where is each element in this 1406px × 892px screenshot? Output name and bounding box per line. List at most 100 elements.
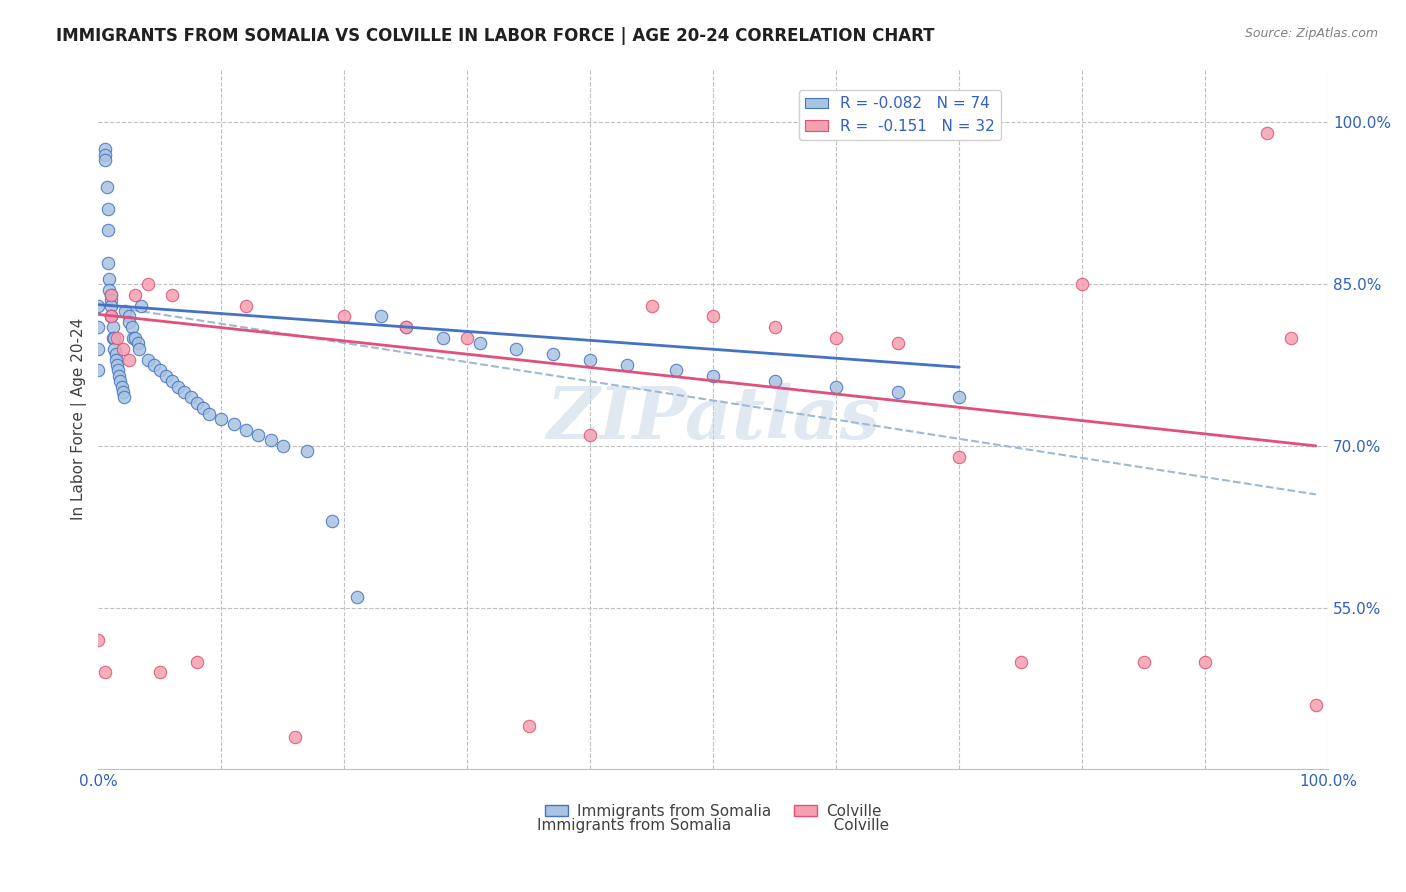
Point (948, 450, 970, 464)
Point (105, 331, 128, 345)
Text: Immigrants from Somalia                     Colville: Immigrants from Somalia Colville (537, 818, 890, 833)
Point (886, 336, 908, 351)
Point (763, 374, 786, 388)
Point (321, 514, 343, 528)
Text: ZIPatlas: ZIPatlas (546, 384, 880, 454)
Point (87, 299, 110, 313)
Point (198, 407, 221, 421)
Point (124, 288, 146, 302)
Point (118, 315, 141, 329)
Point (93, 142, 115, 156)
Point (1132, 655, 1154, 669)
Point (100, 310, 122, 324)
Point (93, 153, 115, 168)
Point (127, 336, 149, 351)
Point (101, 331, 124, 345)
Point (131, 299, 153, 313)
Point (100, 299, 122, 313)
Point (136, 277, 159, 292)
Point (160, 288, 183, 302)
Point (105, 358, 128, 372)
Point (87, 363, 110, 377)
Point (186, 396, 208, 410)
Text: Source: ZipAtlas.com: Source: ZipAtlas.com (1244, 27, 1378, 40)
Point (97, 223, 120, 237)
Point (100, 310, 122, 324)
Point (111, 379, 134, 393)
Point (579, 428, 602, 442)
Point (825, 379, 848, 393)
Point (468, 336, 491, 351)
Point (665, 363, 688, 377)
Text: IMMIGRANTS FROM SOMALIA VS COLVILLE IN LABOR FORCE | AGE 20-24 CORRELATION CHART: IMMIGRANTS FROM SOMALIA VS COLVILLE IN L… (56, 27, 935, 45)
Point (259, 434, 281, 448)
Point (641, 299, 664, 313)
Point (121, 320, 143, 334)
Point (142, 358, 165, 372)
Point (1256, 126, 1278, 140)
Point (432, 331, 454, 345)
Point (948, 390, 970, 404)
Point (100, 293, 122, 308)
Point (395, 320, 418, 334)
Point (136, 352, 159, 367)
Point (702, 310, 724, 324)
Point (271, 439, 294, 453)
Point (186, 655, 208, 669)
Point (1010, 655, 1032, 669)
Point (103, 342, 125, 356)
Point (121, 331, 143, 345)
Point (505, 342, 527, 356)
Point (456, 331, 478, 345)
Point (128, 342, 150, 356)
Point (333, 310, 356, 324)
Point (93, 665, 115, 680)
Point (114, 304, 136, 318)
Point (149, 363, 172, 377)
Point (1305, 698, 1327, 712)
Point (118, 310, 141, 324)
Point (702, 368, 724, 383)
Y-axis label: In Labor Force | Age 20-24: In Labor Force | Age 20-24 (72, 318, 87, 520)
Point (247, 428, 270, 442)
Point (579, 352, 602, 367)
Point (517, 719, 540, 733)
Point (100, 288, 122, 302)
Point (155, 368, 177, 383)
Point (108, 368, 131, 383)
Point (97, 202, 120, 216)
Point (97, 255, 120, 269)
Point (98, 272, 121, 286)
Point (110, 374, 132, 388)
Legend: Immigrants from Somalia, Colville: Immigrants from Somalia, Colville (538, 797, 887, 825)
Point (149, 665, 172, 680)
Point (160, 374, 183, 388)
Point (87, 320, 110, 334)
Point (104, 352, 127, 367)
Point (98, 283, 121, 297)
Point (297, 444, 319, 458)
Point (1071, 277, 1094, 292)
Point (825, 331, 848, 345)
Point (180, 390, 202, 404)
Point (763, 320, 786, 334)
Point (209, 412, 232, 426)
Point (222, 417, 245, 432)
Point (87, 342, 110, 356)
Point (284, 730, 307, 744)
Point (167, 379, 190, 393)
Point (112, 390, 135, 404)
Point (235, 299, 257, 313)
Point (96, 180, 118, 194)
Point (103, 331, 125, 345)
Point (100, 310, 122, 324)
Point (395, 320, 418, 334)
Point (93, 148, 115, 162)
Point (101, 320, 124, 334)
Point (100, 288, 122, 302)
Point (107, 363, 129, 377)
Point (1279, 331, 1302, 345)
Point (191, 401, 214, 416)
Point (111, 342, 134, 356)
Point (111, 384, 134, 399)
